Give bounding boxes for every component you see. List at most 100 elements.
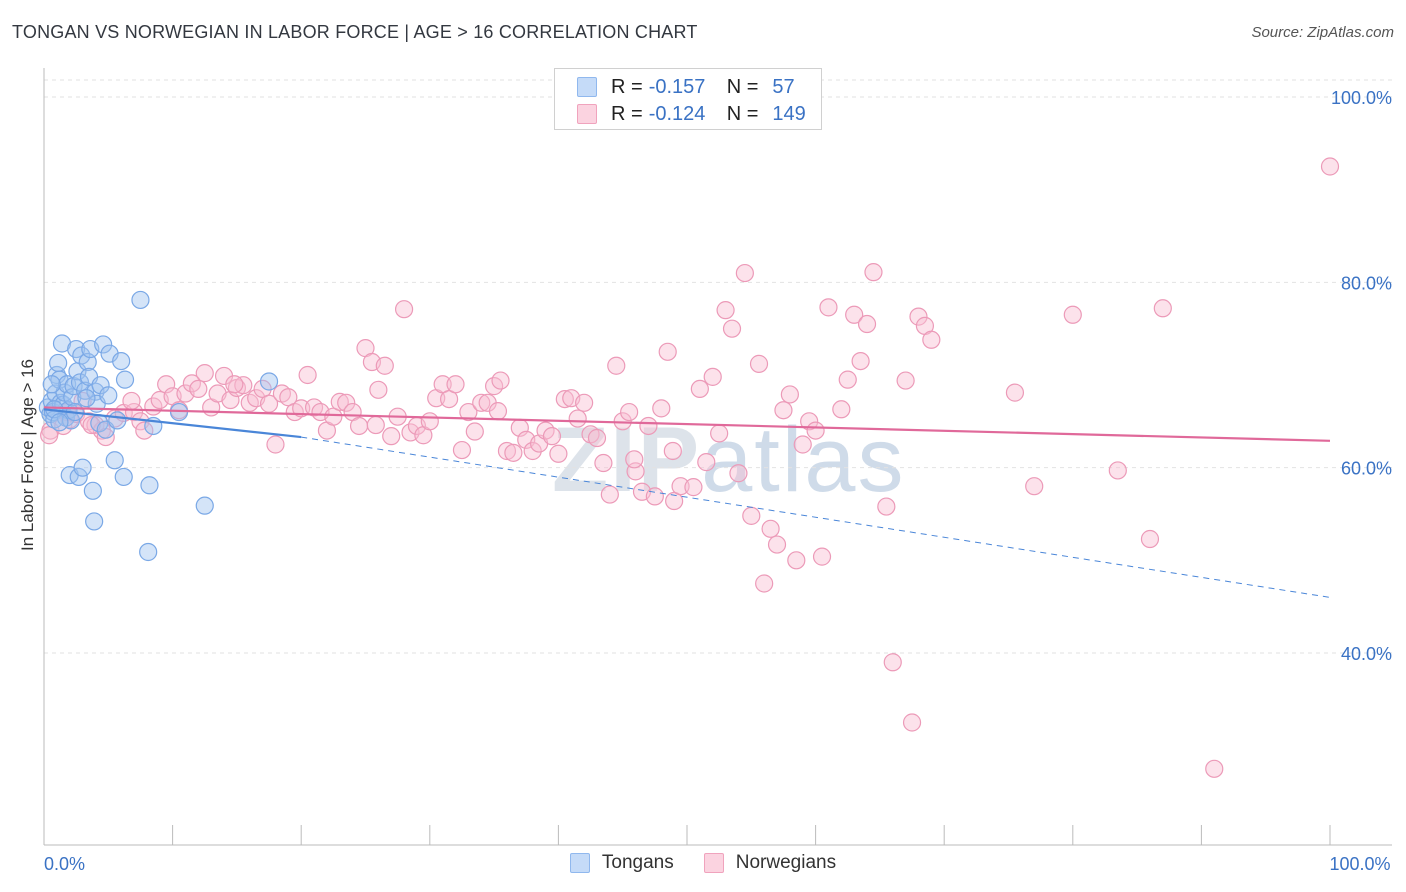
- tongan-point: [259, 372, 279, 391]
- norwegian-point: [620, 402, 639, 422]
- norwegian-point: [703, 367, 722, 386]
- norwegian-point: [330, 392, 349, 411]
- norwegian-point: [857, 314, 877, 334]
- norwegian-point: [729, 464, 748, 483]
- norwegian-point: [793, 435, 812, 454]
- norwegian-point: [639, 416, 658, 436]
- norwegian-point: [1153, 299, 1172, 318]
- norwegian-point: [135, 421, 154, 440]
- norwegian-point: [1140, 529, 1160, 549]
- tongan-point: [94, 335, 113, 354]
- tongan-point: [83, 481, 102, 500]
- x-tick-label: 100.0%: [1329, 854, 1390, 874]
- tongan-point: [69, 467, 88, 487]
- tongan-point: [72, 346, 91, 365]
- norwegian-point: [575, 393, 594, 412]
- norwegian-trend-line: [43, 406, 1331, 442]
- norwegian-point: [735, 263, 754, 283]
- tongan-point: [115, 370, 135, 389]
- norwegian-point: [1108, 461, 1127, 480]
- norwegian-point: [420, 412, 439, 431]
- norwegian-point: [375, 356, 394, 375]
- norwegian-point: [491, 371, 510, 390]
- tongan-point: [42, 375, 61, 394]
- y-tick-label: 40.0%: [1341, 644, 1392, 664]
- norwegian-point: [266, 435, 285, 454]
- norwegian-point: [922, 330, 941, 349]
- norwegian-point: [787, 551, 806, 570]
- norwegian-point: [122, 391, 141, 411]
- tongan-point: [91, 376, 110, 395]
- norwegian-point: [806, 421, 825, 440]
- tongan-point: [49, 353, 68, 373]
- series-legend-norwegians[interactable]: Norwegians: [703, 852, 837, 874]
- norwegian-point: [195, 364, 214, 383]
- source-label: Source: ZipAtlas.com: [1251, 24, 1394, 41]
- y-axis-label: In Labor Force | Age > 16: [18, 358, 37, 552]
- series-label-norwegians: Norwegians: [735, 852, 837, 873]
- norwegian-point: [742, 506, 761, 525]
- legend-swatch-norwegians: [577, 104, 597, 124]
- tongan-point: [73, 458, 92, 477]
- norwegian-point: [774, 401, 793, 420]
- legend-n-label: N =: [726, 102, 759, 125]
- norwegian-point: [767, 535, 787, 554]
- y-tick-label: 100.0%: [1331, 88, 1392, 108]
- legend-swatch-tongans: [577, 77, 597, 97]
- norwegian-point: [523, 441, 542, 461]
- norwegian-point: [459, 402, 478, 422]
- norwegian-point: [1025, 477, 1044, 496]
- norwegian-point: [488, 402, 508, 421]
- tongan-point: [195, 496, 214, 515]
- y-tick-label: 60.0%: [1341, 459, 1392, 479]
- norwegian-point: [722, 319, 742, 338]
- norwegian-point: [549, 444, 568, 463]
- norwegian-point: [124, 402, 144, 422]
- norwegian-point: [697, 453, 716, 472]
- norwegian-point: [909, 307, 928, 326]
- norwegian-point: [902, 713, 922, 732]
- legend-n-label: N =: [726, 75, 759, 98]
- correlation-legend: R = -0.157 N = 57 R = -0.124 N = 149: [554, 68, 822, 130]
- series-swatch-norwegians: [703, 853, 724, 873]
- norwegian-point: [1063, 305, 1082, 324]
- legend-n-value: 57: [772, 75, 795, 98]
- norwegian-point: [832, 400, 851, 419]
- tongan-point: [85, 512, 104, 531]
- norwegian-point: [864, 263, 883, 282]
- series-label-tongans: Tongans: [601, 852, 674, 873]
- norwegian-point: [607, 356, 626, 375]
- legend-r-value: -0.124: [648, 102, 706, 125]
- norwegian-point: [1005, 383, 1025, 402]
- tongan-point: [139, 542, 158, 562]
- norwegian-point: [452, 440, 472, 460]
- norwegian-point: [337, 393, 356, 412]
- norwegian-point: [292, 399, 311, 418]
- norwegian-point: [394, 300, 414, 319]
- norwegian-point: [568, 409, 587, 428]
- norwegian-point: [780, 385, 799, 404]
- tongan-point: [140, 476, 159, 495]
- norwegian-point: [587, 428, 607, 448]
- norwegian-point: [369, 380, 388, 399]
- norwegian-point: [382, 427, 401, 446]
- legend-n-value: 149: [772, 102, 806, 125]
- norwegian-point: [716, 301, 735, 320]
- norwegian-point: [800, 412, 819, 431]
- norwegian-point: [684, 478, 703, 497]
- norwegian-point: [555, 389, 574, 409]
- norwegian-point: [690, 379, 709, 398]
- legend-r-value: -0.157: [648, 75, 706, 98]
- norwegian-point: [225, 375, 244, 394]
- norwegian-point: [671, 477, 690, 496]
- norwegian-point: [504, 443, 523, 462]
- series-legend: Tongans Norwegians: [0, 852, 1406, 874]
- legend-r-label: R =: [611, 102, 643, 125]
- series-legend-tongans[interactable]: Tongans: [569, 852, 674, 874]
- norwegian-point: [877, 497, 896, 516]
- tongan-point: [99, 386, 118, 405]
- tongan-trend-line: [43, 408, 302, 439]
- tongan-point: [112, 352, 131, 371]
- norwegian-point: [298, 365, 317, 385]
